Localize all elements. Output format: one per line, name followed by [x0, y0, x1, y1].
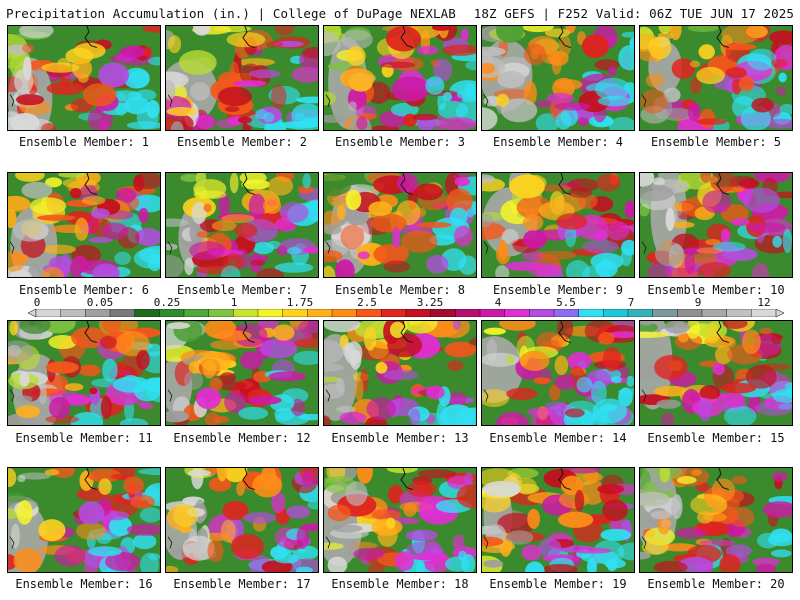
colorbar-swatch [751, 309, 777, 317]
ensemble-member-map [639, 172, 793, 278]
map-title: Precipitation Accumulation (in.) | Colle… [6, 6, 456, 21]
colorbar-swatch [726, 309, 752, 317]
ensemble-member-map [639, 320, 793, 426]
ensemble-member-label: Ensemble Member: 14 [489, 431, 627, 445]
ensemble-member-map [323, 172, 477, 278]
colorbar-swatch [331, 309, 358, 317]
ensemble-member-label: Ensemble Member: 2 [176, 135, 308, 149]
ensemble-member-label: Ensemble Member: 19 [489, 577, 627, 591]
colorbar-max-arrow [775, 309, 784, 317]
colorbar-swatch [208, 309, 234, 317]
ensemble-member-label: Ensemble Member: 16 [15, 577, 153, 591]
ensemble-member-label: Ensemble Member: 11 [15, 431, 153, 445]
colorbar-swatch [307, 309, 333, 317]
colorbar-swatch [109, 309, 136, 317]
colorbar-swatch [652, 309, 678, 317]
colorbar-tick-label: 12 [757, 296, 771, 309]
colorbar-tick-label: 2.5 [357, 296, 377, 309]
ensemble-member-label: Ensemble Member: 17 [173, 577, 311, 591]
colorbar-tick-label: 1 [230, 296, 238, 309]
ensemble-member-label: Ensemble Member: 5 [650, 135, 782, 149]
colorbar-tick-label: 3.25 [416, 296, 444, 309]
colorbar-swatch [134, 309, 160, 317]
colorbar-swatch [578, 309, 604, 317]
ensemble-member-map [323, 467, 477, 573]
ensemble-member-map [165, 467, 319, 573]
ensemble-member-label: Ensemble Member: 18 [331, 577, 469, 591]
ensemble-member-label: Ensemble Member: 12 [173, 431, 311, 445]
ensemble-member-map [323, 320, 477, 426]
colorbar-swatch [233, 309, 259, 317]
model-valid-time: 18Z GEFS | F252 Valid: 06Z TUE JUN 17 20… [473, 6, 794, 21]
colorbar-tick-label: 4 [494, 296, 502, 309]
colorbar-tick-label: 0.05 [86, 296, 114, 309]
ensemble-member-label: Ensemble Member: 8 [334, 283, 466, 297]
ensemble-member-map [481, 467, 635, 573]
colorbar-swatch [159, 309, 185, 317]
colorbar-tick-label: 5.5 [556, 296, 576, 309]
colorbar-tick-label: 9 [694, 296, 702, 309]
colorbar-swatch [504, 309, 530, 317]
ensemble-member-map [323, 25, 477, 131]
ensemble-member-label: Ensemble Member: 10 [647, 283, 785, 297]
precipitation-colorbar [28, 309, 784, 317]
ensemble-member-label: Ensemble Member: 20 [647, 577, 785, 591]
ensemble-member-map [165, 320, 319, 426]
ensemble-member-map [639, 25, 793, 131]
colorbar-swatch [553, 309, 580, 317]
colorbar-swatch [479, 309, 506, 317]
ensemble-member-label: Ensemble Member: 9 [492, 283, 624, 297]
colorbar-swatch [603, 309, 629, 317]
colorbar-swatch [677, 309, 703, 317]
ensemble-member-label: Ensemble Member: 13 [331, 431, 469, 445]
colorbar-tick-label: 0.25 [153, 296, 181, 309]
colorbar-swatch [627, 309, 654, 317]
ensemble-member-map [165, 25, 319, 131]
colorbar-swatch [183, 309, 210, 317]
colorbar-swatch [85, 309, 111, 317]
ensemble-member-map [481, 320, 635, 426]
ensemble-member-label: Ensemble Member: 4 [492, 135, 624, 149]
colorbar-swatch [257, 309, 284, 317]
ensemble-member-label: Ensemble Member: 3 [334, 135, 466, 149]
ensemble-member-map [7, 25, 161, 131]
colorbar-swatch [282, 309, 308, 317]
colorbar-swatch [529, 309, 555, 317]
colorbar-swatch [430, 309, 456, 317]
ensemble-member-label: Ensemble Member: 1 [18, 135, 150, 149]
colorbar-swatch [455, 309, 481, 317]
colorbar-swatch [60, 309, 86, 317]
ensemble-member-map [7, 467, 161, 573]
colorbar-swatch [381, 309, 407, 317]
ensemble-member-map [481, 172, 635, 278]
colorbar-min-arrow [28, 309, 37, 317]
ensemble-member-map [639, 467, 793, 573]
ensemble-member-label: Ensemble Member: 7 [176, 283, 308, 297]
colorbar-swatch [701, 309, 728, 317]
colorbar-swatch [405, 309, 432, 317]
ensemble-member-map [7, 320, 161, 426]
colorbar-tick-label: 0 [33, 296, 41, 309]
ensemble-member-map [165, 172, 319, 278]
colorbar-tick-label: 7 [627, 296, 635, 309]
ensemble-member-map [481, 25, 635, 131]
ensemble-member-map [7, 172, 161, 278]
colorbar-swatch [35, 309, 62, 317]
ensemble-member-label: Ensemble Member: 15 [647, 431, 785, 445]
colorbar-tick-label: 1.75 [286, 296, 314, 309]
ensemble-member-label: Ensemble Member: 6 [18, 283, 150, 297]
colorbar-swatch [356, 309, 382, 317]
